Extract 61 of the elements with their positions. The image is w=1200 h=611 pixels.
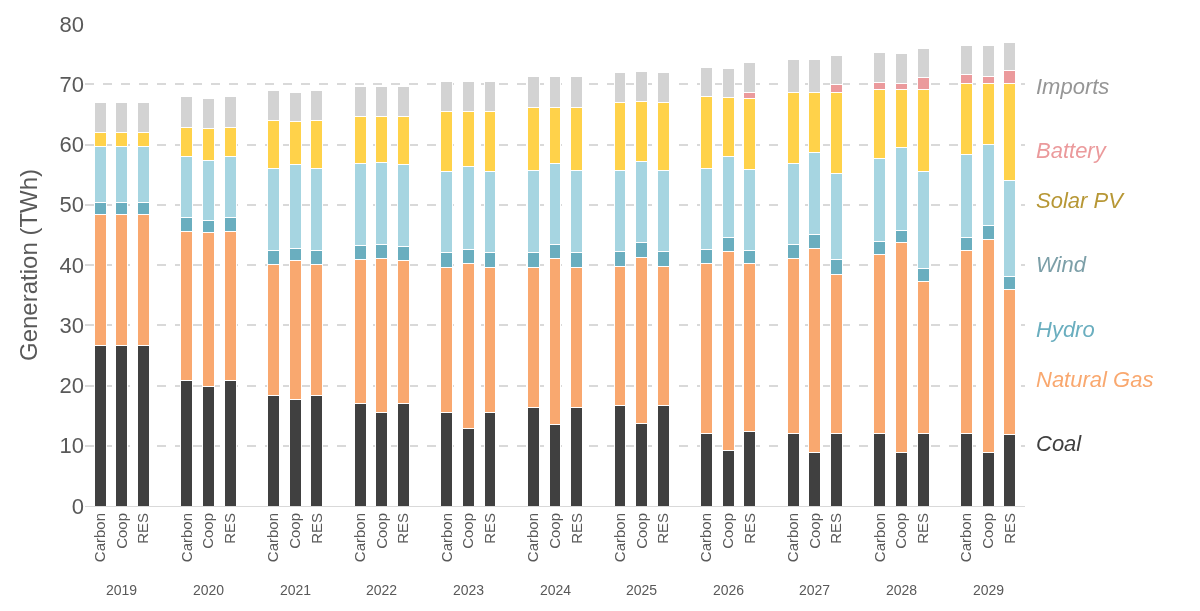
x-tick-label: Coop bbox=[632, 513, 650, 549]
text: 2025 bbox=[626, 582, 658, 598]
y-tick-label: 30 bbox=[59, 312, 84, 338]
x-tick-label: Carbon bbox=[437, 513, 455, 563]
series-label: Natural Gas bbox=[1036, 367, 1154, 392]
text: 2024 bbox=[540, 582, 572, 598]
x-tick-label: Coop bbox=[372, 513, 390, 549]
x-tick-label: RES bbox=[394, 513, 412, 544]
x-tick-label: Carbon bbox=[177, 513, 195, 563]
x-tick-label: Carbon bbox=[697, 513, 715, 563]
x-tick-label: Carbon bbox=[524, 513, 542, 563]
y-axis-title: Generation (TWh) bbox=[14, 168, 42, 362]
x-tick-label: Coop bbox=[892, 513, 910, 549]
text: Battery bbox=[1036, 138, 1108, 163]
x-tick-label: Carbon bbox=[350, 513, 368, 563]
x-tick-label: Carbon bbox=[610, 513, 628, 563]
x-tick-label: Coop bbox=[459, 513, 477, 549]
x-tick-label: RES bbox=[1000, 513, 1018, 544]
x-tick-label: Carbon bbox=[870, 513, 888, 563]
series-label: Imports bbox=[1036, 74, 1110, 99]
text: 2019 bbox=[106, 582, 138, 598]
x-tick-label: RES bbox=[220, 513, 238, 544]
text: 2020 bbox=[193, 582, 225, 598]
x-tick-label: Carbon bbox=[957, 513, 975, 563]
y-tick-label: 40 bbox=[59, 252, 84, 278]
x-tick-label: Carbon bbox=[91, 513, 109, 563]
x-tick-label: Coop bbox=[545, 513, 563, 549]
text: 2023 bbox=[453, 582, 485, 598]
x-tick-label: Coop bbox=[112, 513, 130, 549]
series-label: Coal bbox=[1036, 431, 1083, 456]
x-tick-label: RES bbox=[480, 513, 498, 544]
x-tick-label: RES bbox=[914, 513, 932, 544]
x-tick-label: Carbon bbox=[784, 513, 802, 563]
text: 2029 bbox=[973, 582, 1005, 598]
y-tick-label: 0 bbox=[71, 493, 84, 519]
series-label: Solar PV bbox=[1036, 188, 1126, 213]
x-tick-label: RES bbox=[567, 513, 585, 544]
x-tick-label: Carbon bbox=[264, 513, 282, 563]
y-tick-label: 70 bbox=[59, 71, 84, 97]
text: 2021 bbox=[280, 582, 312, 598]
x-tick-label: Coop bbox=[805, 513, 823, 549]
series-label: Hydro bbox=[1036, 317, 1095, 342]
x-tick-label: Coop bbox=[285, 513, 303, 549]
x-tick-label: RES bbox=[134, 513, 152, 544]
x-tick-label: Coop bbox=[199, 513, 217, 549]
series-label: Wind bbox=[1036, 252, 1087, 277]
y-tick-label: 80 bbox=[59, 11, 84, 37]
y-tick-label: 20 bbox=[59, 373, 84, 399]
text: 2028 bbox=[886, 582, 918, 598]
x-tick-label: RES bbox=[307, 513, 325, 544]
text: 2027 bbox=[799, 582, 831, 598]
text: 2026 bbox=[713, 582, 745, 598]
y-tick-label: 50 bbox=[59, 192, 84, 218]
x-tick-label: RES bbox=[827, 513, 845, 544]
x-tick-label: RES bbox=[740, 513, 758, 544]
y-tick-label: 60 bbox=[59, 132, 84, 158]
x-tick-label: RES bbox=[654, 513, 672, 544]
x-tick-label: Coop bbox=[979, 513, 997, 549]
x-tick-label: Coop bbox=[719, 513, 737, 549]
text: 2022 bbox=[366, 582, 398, 598]
y-tick-label: 10 bbox=[59, 433, 84, 459]
